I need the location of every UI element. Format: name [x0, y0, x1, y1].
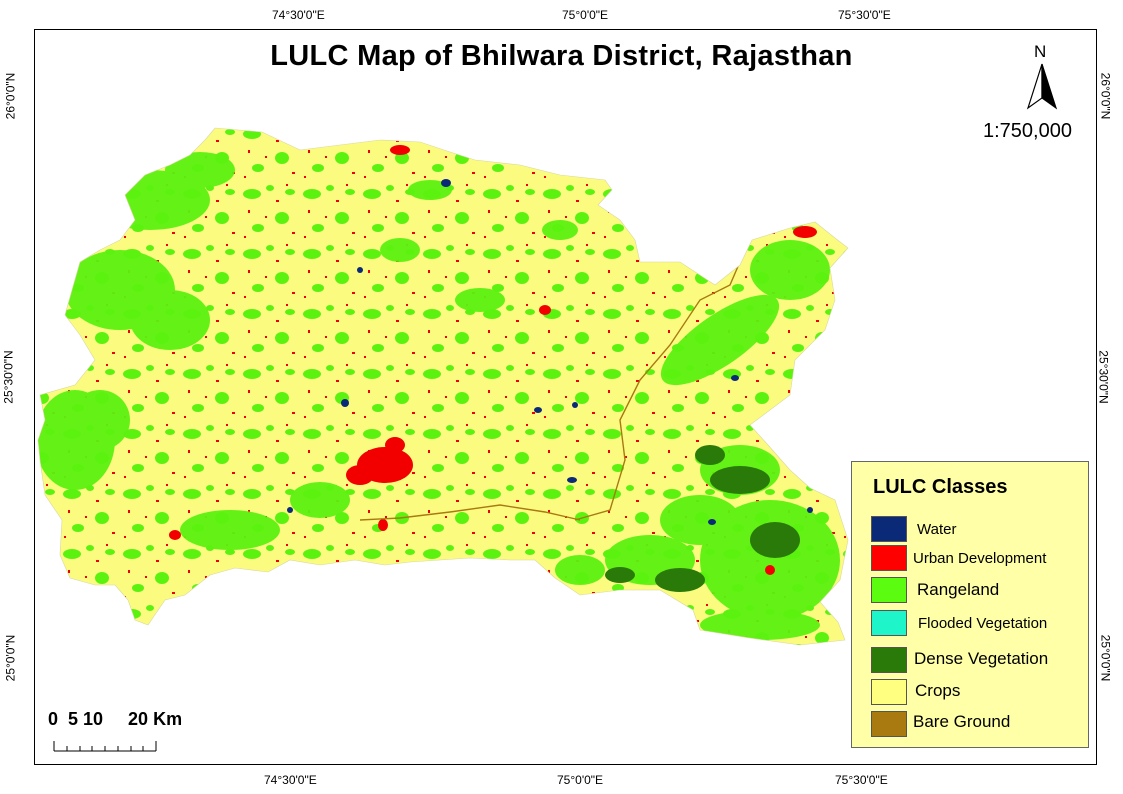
coord-left-3: 25°0'0"N [3, 634, 18, 682]
coord-top-1: 74°30'0"E [272, 8, 325, 22]
legend-swatch [871, 679, 907, 705]
coord-right-3: 25°0'0"N [1098, 634, 1113, 682]
north-arrow-icon: N [1024, 42, 1060, 112]
coord-right-1: 26°0'0"N [1098, 72, 1113, 120]
legend-label: Bare Ground [913, 712, 1011, 731]
land-cover-layer [38, 128, 848, 645]
north-label: N [1034, 42, 1047, 61]
legend-label: Urban Development [913, 550, 1047, 567]
scalebar [53, 741, 157, 752]
map-title: LULC Map of Bhilwara District, Rajasthan [270, 40, 853, 72]
coord-bottom-1: 74°30'0"E [264, 773, 317, 787]
legend-label: Rangeland [917, 580, 1000, 599]
coord-bottom-2: 75°0'0"E [557, 773, 604, 787]
legend-swatch [871, 577, 907, 603]
coord-top-2: 75°0'0"E [562, 8, 609, 22]
legend-label: Flooded Vegetation [918, 615, 1048, 632]
legend: LULC Classes Water Urban Development Ran… [851, 461, 1089, 748]
coord-left-1: 26°0'0"N [3, 72, 18, 120]
legend-label: Dense Vegetation [914, 649, 1049, 668]
legend-swatch [871, 610, 907, 636]
dense-vegetation-patches [605, 445, 800, 592]
legend-label: Water [917, 521, 957, 538]
coord-bottom-3: 75°30'0"E [835, 773, 888, 787]
urban-areas [169, 145, 817, 575]
legend-swatch [871, 545, 907, 571]
scale-ratio: 1:750,000 [983, 120, 1072, 142]
coord-top-3: 75°30'0"E [838, 8, 891, 22]
coord-right-2: 25°30'0"N [1096, 350, 1111, 404]
water-bodies [287, 179, 813, 525]
scalebar-label: 0 5 10 20 Km [48, 709, 183, 729]
coord-left-2: 25°30'0"N [1, 350, 16, 404]
legend-swatch [871, 647, 907, 673]
legend-swatch [871, 516, 907, 542]
river-lines [359, 249, 746, 521]
legend-title: LULC Classes [873, 476, 1008, 498]
legend-label: Crops [915, 681, 961, 700]
legend-swatch [871, 711, 907, 737]
